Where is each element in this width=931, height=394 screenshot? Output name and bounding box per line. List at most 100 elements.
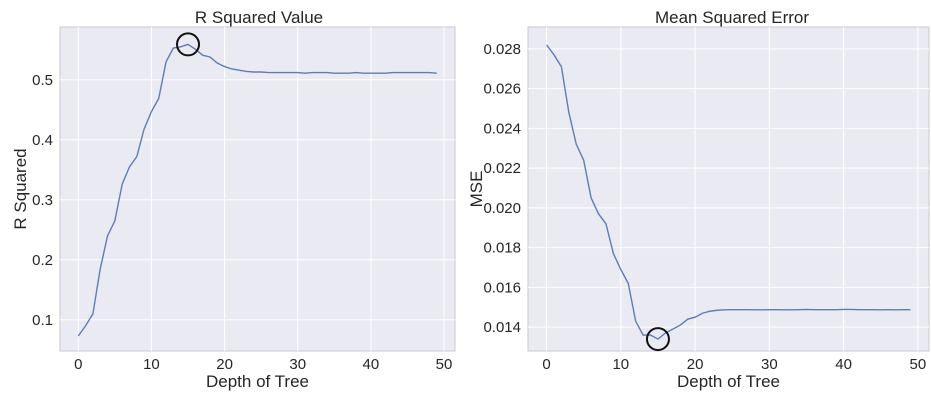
x-tick-label: 50 [910, 356, 927, 373]
data-point [880, 309, 882, 311]
y-tick-label: 0.1 [32, 312, 53, 329]
data-point [216, 62, 218, 64]
data-point [290, 72, 292, 74]
optimum-highlight-circle [176, 32, 201, 57]
data-point [865, 309, 867, 311]
data-point [246, 71, 248, 73]
data-point [77, 335, 79, 337]
data-point [583, 159, 585, 161]
data-point [858, 309, 860, 311]
data-point [363, 72, 365, 74]
data-point [399, 72, 401, 74]
chart-panel-1: 0 10 20 30 40 50 0.1 0.2 0.3 0.4 0.5 R Squared Valu… [11, 8, 456, 391]
data-point [568, 112, 570, 114]
y-tick-label: 0.3 [32, 192, 53, 209]
data-point [326, 72, 328, 74]
y-tick-label: 0.020 [483, 200, 521, 217]
data-point [85, 325, 87, 327]
data-point [414, 72, 416, 74]
data-point [813, 309, 815, 311]
data-point [275, 72, 277, 74]
data-point [821, 309, 823, 311]
x-tick-label: 10 [143, 356, 160, 373]
data-point [202, 54, 204, 56]
y-tick-label: 0.024 [483, 120, 521, 137]
data-point [843, 309, 845, 311]
x-tick-label: 10 [612, 356, 629, 373]
data-point [709, 310, 711, 312]
data-point [180, 46, 182, 48]
x-tick-label: 40 [835, 356, 852, 373]
data-point [297, 72, 299, 74]
x-tick-label: 30 [761, 356, 778, 373]
chart-title: Mean Squared Error [655, 8, 809, 27]
data-point [605, 223, 607, 225]
y-tick-label: 0.4 [32, 132, 53, 149]
data-point [268, 72, 270, 74]
series-line [545, 44, 911, 340]
data-point [687, 318, 689, 320]
data-point [136, 156, 138, 158]
data-point [761, 309, 763, 311]
data-point [598, 213, 600, 215]
y-tick-label: 0.028 [483, 41, 521, 58]
x-tick-label: 40 [363, 356, 380, 373]
data-point [260, 71, 262, 73]
optimum-highlight-circle [645, 327, 670, 352]
data-point [319, 72, 321, 74]
data-point [158, 98, 160, 100]
data-point [672, 328, 674, 330]
y-tick-label: 0.022 [483, 160, 521, 177]
data-point [910, 309, 912, 311]
y-tick-label: 0.026 [483, 81, 521, 98]
data-point [717, 309, 719, 311]
data-point [121, 183, 123, 185]
x-tick-label: 20 [687, 356, 704, 373]
data-point [173, 47, 175, 49]
data-point [107, 235, 109, 237]
x-tick-label: 0 [542, 356, 550, 373]
data-point [731, 309, 733, 311]
data-point [642, 334, 644, 336]
data-point [620, 269, 622, 271]
y-tick-label: 0.016 [483, 279, 521, 296]
data-point [798, 309, 800, 311]
data-point [151, 111, 153, 113]
plot-area [527, 26, 930, 352]
chart-panel-2: 0 10 20 30 40 50 0.014 0.016 0.018 0.020 0.022 0.02… [467, 8, 930, 391]
x-axis-label: Depth of Tree [677, 372, 780, 391]
data-point [850, 309, 852, 311]
data-point [429, 72, 431, 74]
data-point [231, 68, 233, 70]
data-point [99, 268, 101, 270]
data-point [129, 166, 131, 168]
y-axis-label: MSE [467, 171, 486, 208]
data-point [348, 72, 350, 74]
y-tick-label: 0.014 [483, 319, 521, 336]
data-point [392, 72, 394, 74]
data-point [575, 143, 577, 145]
data-point [806, 309, 808, 311]
chart-title: R Squared Value [195, 8, 323, 27]
data-point [679, 324, 681, 326]
data-point [754, 309, 756, 311]
data-point [355, 72, 357, 74]
data-point [341, 72, 343, 74]
data-point [114, 220, 116, 222]
data-point [385, 72, 387, 74]
data-point [776, 309, 778, 311]
y-tick-label: 0.2 [32, 252, 53, 269]
data-point [702, 312, 704, 314]
data-point [650, 334, 652, 336]
data-point [835, 309, 837, 311]
data-point [334, 72, 336, 74]
data-point [224, 66, 226, 68]
data-point [370, 72, 372, 74]
data-point [253, 71, 255, 73]
data-point [92, 313, 94, 315]
x-tick-label: 50 [436, 356, 453, 373]
series-line [77, 43, 437, 337]
data-point [546, 44, 548, 46]
y-tick-label: 0.018 [483, 240, 521, 257]
